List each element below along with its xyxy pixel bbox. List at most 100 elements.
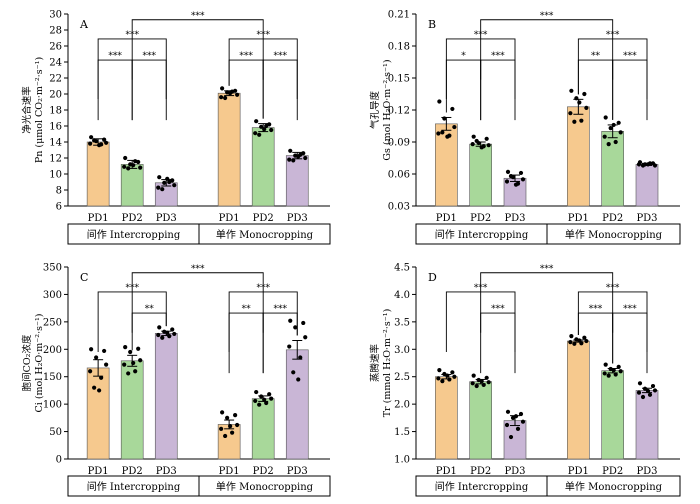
data-point	[602, 371, 607, 376]
data-point	[603, 115, 608, 120]
significance-bracket	[131, 59, 167, 121]
data-point	[254, 119, 259, 124]
y-tick-label: 20	[49, 90, 62, 101]
data-point	[647, 392, 653, 397]
x-tick-label: PD3	[156, 466, 177, 477]
data-point	[637, 381, 643, 386]
data-point	[235, 92, 240, 97]
y-tick-label: 0.15	[388, 74, 410, 85]
data-point	[518, 411, 524, 417]
data-point	[104, 140, 109, 145]
data-point	[301, 320, 306, 326]
x-tick-label: PD3	[636, 213, 657, 224]
significance-label: ***	[491, 52, 505, 62]
data-point	[445, 373, 450, 378]
data-point	[259, 124, 264, 129]
bar-PD3	[285, 349, 309, 460]
data-point	[442, 116, 447, 121]
x-tick-label: PD2	[602, 213, 623, 224]
y-axis-unit: Pn (μmol CO₂·m⁻²·s⁻¹)	[34, 57, 45, 163]
data-point	[131, 163, 136, 168]
x-tick-label: PD2	[470, 213, 491, 224]
data-point	[613, 139, 618, 145]
data-point	[616, 120, 621, 125]
significance-bracket	[480, 312, 516, 374]
y-tick-label: 50	[49, 427, 62, 438]
bar-PD1	[86, 141, 110, 207]
data-point	[603, 362, 608, 367]
y-tick-label: 2.0	[394, 400, 410, 411]
data-point	[219, 95, 224, 100]
bar-PD1	[435, 376, 458, 460]
data-point	[584, 338, 589, 344]
data-point	[611, 368, 616, 373]
data-point	[640, 163, 646, 168]
y-tick-label: 8	[56, 186, 62, 197]
y-tick-label: 0	[56, 455, 62, 466]
data-point	[450, 370, 455, 375]
data-point	[572, 341, 577, 346]
data-point	[577, 338, 582, 343]
y-tick-label: 350	[43, 263, 62, 274]
x-tick-label: PD2	[253, 466, 274, 477]
data-point	[582, 335, 587, 340]
significance-bracket	[131, 272, 264, 333]
bar-PD3	[635, 390, 659, 460]
data-point	[156, 185, 161, 190]
significance-label: **	[145, 305, 155, 315]
data-point	[613, 372, 618, 377]
data-point	[262, 397, 267, 402]
y-tick-label: 14	[49, 138, 62, 149]
y-axis-label: 气孔导度	[369, 91, 381, 130]
x-tick-label: PD2	[253, 213, 274, 224]
data-point	[611, 122, 616, 128]
data-point	[269, 127, 274, 133]
y-axis-unit: Tr (mmol H₂O·m⁻²·s⁻¹)	[382, 309, 393, 418]
x-tick-label: PD1	[219, 466, 240, 477]
data-point	[172, 331, 177, 337]
data-point	[88, 141, 93, 146]
x-tick-label: PD1	[219, 213, 240, 224]
data-point	[652, 163, 658, 168]
data-point	[136, 346, 141, 351]
group-label-box	[415, 475, 681, 497]
data-point	[160, 187, 165, 192]
x-tick-label: PD3	[504, 466, 525, 477]
bar-PD2	[601, 131, 624, 207]
data-point	[645, 388, 651, 394]
data-point	[568, 111, 573, 116]
data-point	[513, 414, 519, 419]
data-point	[582, 91, 587, 97]
data-point	[254, 389, 259, 395]
data-point	[228, 91, 233, 96]
data-point	[650, 383, 656, 389]
data-point	[122, 362, 127, 367]
y-axis-label: 净光合速率	[21, 86, 33, 134]
data-point	[170, 327, 175, 332]
y-tick-label: 30	[49, 10, 62, 21]
y-tick-label: 26	[49, 42, 62, 53]
x-tick-label: PD2	[602, 466, 623, 477]
group-label-monocropping: 单作 Monocropping	[216, 481, 314, 493]
data-point	[505, 169, 511, 174]
y-tick-label: 0.06	[388, 170, 410, 181]
x-tick-label: PD1	[436, 213, 457, 224]
data-point	[220, 86, 225, 91]
group-label-intercropping: 间作 Intercropping	[87, 480, 181, 493]
y-tick-label: 200	[43, 345, 62, 356]
y-tick-label: 250	[43, 317, 62, 328]
data-point	[267, 392, 272, 397]
significance-bracket	[480, 272, 614, 333]
significance-label: ***	[491, 305, 505, 315]
data-point	[138, 358, 143, 363]
data-point	[470, 142, 475, 147]
data-point	[520, 419, 526, 424]
bar-PD1	[567, 106, 590, 207]
data-point	[505, 409, 511, 414]
data-point	[518, 170, 524, 176]
y-tick-label: 2.5	[394, 372, 410, 383]
data-point	[471, 373, 476, 378]
data-point	[253, 398, 258, 403]
bar-PD3	[285, 155, 309, 207]
y-tick-label: 300	[43, 290, 62, 301]
